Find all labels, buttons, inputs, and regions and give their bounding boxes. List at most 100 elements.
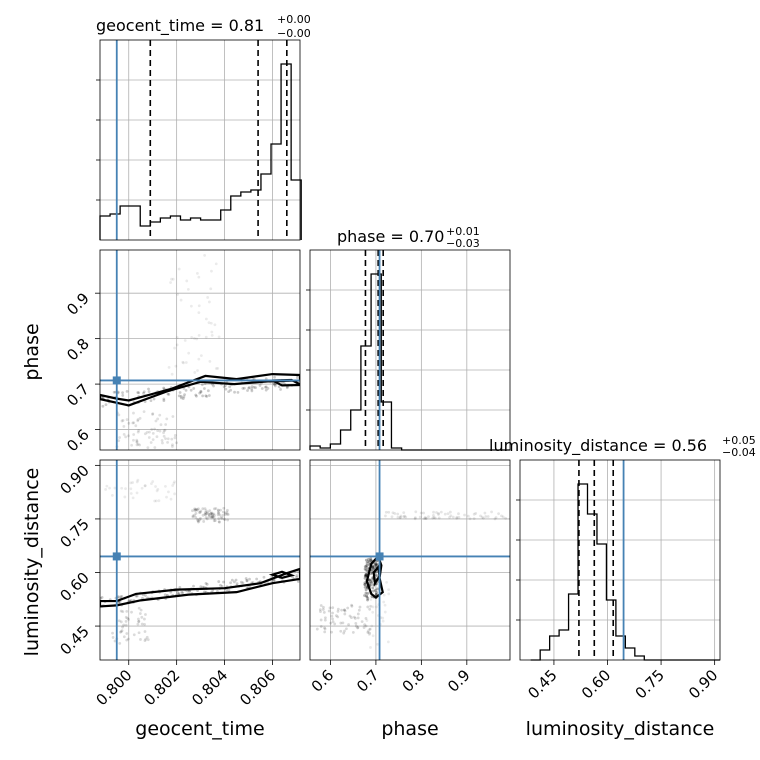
sample-point-geocent_time-vs-luminosity_distance-250 bbox=[137, 619, 141, 623]
sample-point-phase-vs-luminosity_distance-12 bbox=[399, 514, 403, 518]
sample-point-phase-vs-luminosity_distance-20 bbox=[371, 605, 375, 609]
sample-point-phase-vs-luminosity_distance-236 bbox=[368, 627, 372, 631]
sample-point-geocent_time-vs-phase-210 bbox=[273, 375, 276, 379]
sample-point-phase-vs-luminosity_distance-78 bbox=[363, 623, 367, 627]
sample-point-geocent_time-vs-luminosity_distance-62 bbox=[127, 599, 131, 603]
sample-point-phase-vs-luminosity_distance-214 bbox=[457, 512, 460, 516]
sample-point-geocent_time-vs-phase-60 bbox=[199, 389, 203, 393]
sample-point-geocent_time-vs-luminosity_distance-160 bbox=[143, 639, 147, 642]
sample-point-geocent_time-vs-luminosity_distance-296 bbox=[213, 519, 217, 522]
sample-point-geocent_time-vs-phase-32 bbox=[295, 376, 299, 380]
sample-point-phase-vs-luminosity_distance-247 bbox=[350, 616, 353, 619]
sample-point-phase-vs-luminosity_distance-101 bbox=[398, 516, 402, 520]
sample-point-geocent_time-vs-luminosity_distance-83 bbox=[225, 512, 229, 516]
sample-point-geocent_time-vs-luminosity_distance-4 bbox=[143, 630, 147, 633]
sample-point-phase-vs-luminosity_distance-63 bbox=[363, 594, 366, 597]
sample-point-phase-vs-luminosity_distance-136 bbox=[347, 623, 350, 626]
sample-point-geocent_time-vs-phase-104 bbox=[118, 436, 122, 439]
sample-point-phase-vs-luminosity_distance-103 bbox=[319, 610, 322, 614]
ylabel-phase: phase bbox=[21, 323, 43, 380]
sample-point-phase-vs-luminosity_distance-96 bbox=[366, 596, 370, 600]
sample-point-geocent_time-vs-luminosity_distance-182 bbox=[213, 514, 216, 517]
sample-point-geocent_time-vs-phase-204 bbox=[117, 413, 121, 417]
sample-point-phase-vs-luminosity_distance-169 bbox=[333, 622, 337, 626]
sample-point-phase-vs-luminosity_distance-277 bbox=[384, 514, 387, 518]
sample-point-geocent_time-vs-luminosity_distance-127 bbox=[136, 622, 140, 626]
sample-point-phase-vs-luminosity_distance-111 bbox=[368, 607, 372, 611]
sample-point-geocent_time-vs-luminosity_distance-252 bbox=[140, 486, 144, 490]
sample-point-phase-vs-luminosity_distance-185 bbox=[356, 612, 360, 616]
truth-marker-geocent_time-vs-luminosity_distance bbox=[112, 552, 121, 561]
sample-point-phase-vs-luminosity_distance-81 bbox=[474, 512, 478, 515]
sample-point-phase-vs-luminosity_distance-83 bbox=[370, 624, 374, 628]
sample-point-phase-vs-luminosity_distance-209 bbox=[374, 588, 377, 592]
sample-point-geocent_time-vs-phase-145 bbox=[166, 440, 169, 444]
sample-point-geocent_time-vs-phase-13 bbox=[132, 438, 135, 442]
sample-point-phase-vs-luminosity_distance-160 bbox=[384, 510, 388, 514]
sample-point-phase-vs-luminosity_distance-127 bbox=[423, 515, 427, 519]
sample-point-geocent_time-vs-phase-40 bbox=[266, 386, 270, 390]
sample-point-geocent_time-vs-phase-143 bbox=[197, 311, 201, 315]
sample-point-geocent_time-vs-luminosity_distance-232 bbox=[212, 517, 216, 520]
sample-point-geocent_time-vs-phase-152 bbox=[280, 381, 284, 385]
sample-point-phase-vs-luminosity_distance-279 bbox=[427, 515, 430, 519]
sample-point-geocent_time-vs-phase-237 bbox=[104, 403, 108, 407]
sample-point-phase-vs-luminosity_distance-175 bbox=[374, 593, 378, 596]
sample-point-geocent_time-vs-phase-44 bbox=[250, 387, 254, 391]
sample-point-geocent_time-vs-luminosity_distance-215 bbox=[296, 580, 300, 583]
sample-point-geocent_time-vs-phase-170 bbox=[131, 421, 135, 425]
sample-point-geocent_time-vs-luminosity_distance-103 bbox=[129, 481, 133, 485]
sample-point-phase-vs-luminosity_distance-245 bbox=[334, 614, 338, 618]
sample-point-geocent_time-vs-luminosity_distance-154 bbox=[204, 582, 208, 585]
sample-point-geocent_time-vs-phase-185 bbox=[166, 392, 170, 396]
sample-point-geocent_time-vs-luminosity_distance-275 bbox=[217, 508, 220, 512]
sample-point-phase-vs-luminosity_distance-270 bbox=[319, 618, 323, 622]
panel-frame-phase-vs-luminosity_distance bbox=[309, 459, 511, 661]
sample-point-phase-vs-luminosity_distance-93 bbox=[369, 580, 373, 584]
sample-point-geocent_time-vs-luminosity_distance-158 bbox=[113, 486, 117, 490]
sample-point-geocent_time-vs-luminosity_distance-27 bbox=[169, 497, 173, 501]
sample-point-phase-vs-luminosity_distance-69 bbox=[372, 567, 375, 570]
xtick-label-geocent_time-3: 0.806 bbox=[236, 666, 279, 709]
sample-point-phase-vs-luminosity_distance-184 bbox=[396, 515, 400, 519]
sample-point-phase-vs-luminosity_distance-183 bbox=[435, 511, 438, 514]
sample-point-geocent_time-vs-luminosity_distance-20 bbox=[221, 510, 225, 514]
sample-point-phase-vs-luminosity_distance-19 bbox=[368, 604, 372, 608]
contour-phase-vs-luminosity_distance-0 bbox=[365, 554, 384, 599]
sample-point-geocent_time-vs-luminosity_distance-42 bbox=[232, 580, 236, 584]
ytick-label-phase-0: 0.6 bbox=[63, 426, 93, 456]
sample-point-phase-vs-luminosity_distance-77 bbox=[364, 574, 368, 578]
sample-point-phase-vs-luminosity_distance-273 bbox=[348, 614, 352, 618]
sample-point-geocent_time-vs-luminosity_distance-102 bbox=[230, 578, 234, 582]
sample-point-geocent_time-vs-phase-93 bbox=[264, 385, 268, 389]
sample-point-geocent_time-vs-luminosity_distance-292 bbox=[234, 578, 238, 582]
sample-point-phase-vs-luminosity_distance-249 bbox=[358, 605, 362, 609]
sample-point-geocent_time-vs-phase-226 bbox=[229, 388, 232, 392]
sample-point-geocent_time-vs-phase-251 bbox=[195, 271, 199, 275]
sample-point-geocent_time-vs-phase-37 bbox=[156, 417, 160, 421]
panel-frame-geocent_time-vs-phase bbox=[99, 249, 301, 451]
sample-point-geocent_time-vs-luminosity_distance-280 bbox=[227, 588, 231, 592]
sample-point-phase-vs-luminosity_distance-0 bbox=[350, 603, 354, 607]
sample-point-geocent_time-vs-phase-229 bbox=[207, 394, 211, 397]
contour-geocent_time-vs-phase-0 bbox=[100, 372, 300, 407]
sample-point-geocent_time-vs-phase-113 bbox=[120, 419, 124, 423]
sample-point-geocent_time-vs-luminosity_distance-150 bbox=[205, 511, 209, 515]
sample-point-geocent_time-vs-phase-23 bbox=[206, 296, 210, 299]
sample-point-geocent_time-vs-phase-17 bbox=[242, 386, 246, 390]
title-geocent-time-sub: −0.00 bbox=[277, 27, 311, 40]
sample-point-phase-vs-luminosity_distance-110 bbox=[351, 630, 355, 634]
sample-point-geocent_time-vs-phase-94 bbox=[205, 395, 209, 398]
sample-point-geocent_time-vs-phase-189 bbox=[175, 336, 179, 339]
title-phase-sup: +0.01 bbox=[446, 225, 480, 238]
sample-point-phase-vs-luminosity_distance-232 bbox=[419, 511, 423, 515]
sample-point-geocent_time-vs-luminosity_distance-263 bbox=[120, 486, 124, 490]
sample-point-geocent_time-vs-phase-51 bbox=[122, 425, 126, 428]
sample-point-geocent_time-vs-phase-59 bbox=[122, 432, 126, 436]
sample-point-phase-vs-luminosity_distance-234 bbox=[396, 512, 400, 516]
sample-point-geocent_time-vs-luminosity_distance-60 bbox=[248, 577, 251, 581]
sample-point-geocent_time-vs-luminosity_distance-23 bbox=[122, 635, 126, 639]
sample-point-phase-vs-luminosity_distance-233 bbox=[370, 578, 373, 582]
sample-point-geocent_time-vs-phase-101 bbox=[153, 427, 156, 431]
sample-point-geocent_time-vs-luminosity_distance-24 bbox=[155, 489, 159, 493]
